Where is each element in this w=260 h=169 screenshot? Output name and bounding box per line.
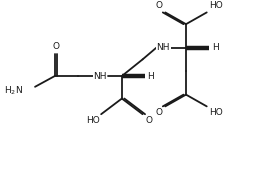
Text: HO: HO bbox=[86, 116, 100, 125]
Text: O: O bbox=[155, 108, 162, 117]
Text: O: O bbox=[146, 116, 153, 125]
Text: H$_2$N: H$_2$N bbox=[4, 84, 23, 97]
Text: O: O bbox=[155, 2, 162, 10]
Text: NH: NH bbox=[157, 43, 170, 52]
Text: H: H bbox=[147, 71, 154, 81]
Text: NH: NH bbox=[93, 71, 107, 81]
Text: HO: HO bbox=[209, 2, 223, 10]
Text: O: O bbox=[52, 42, 59, 51]
Text: H: H bbox=[212, 43, 218, 52]
Text: HO: HO bbox=[209, 108, 223, 117]
